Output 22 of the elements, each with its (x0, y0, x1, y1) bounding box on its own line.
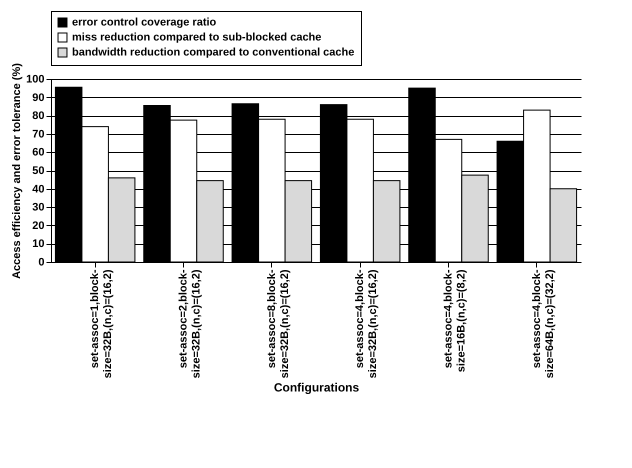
x-tick-label: set-assoc=4,block-size=16B,(n,c)=(8,2) (442, 269, 468, 372)
y-tick-label: 40 (32, 183, 44, 196)
x-tick-label: set-assoc=4,block-size=32B,(n,c)=(16,2) (354, 269, 380, 378)
y-axis-title: Access efficiency and error tolerance (%) (11, 62, 24, 279)
legend-label: miss reduction compared to sub-blocked cache (72, 32, 322, 44)
y-tick-label: 50 (32, 165, 44, 177)
x-tick-label: set-assoc=4,block-size=64B,(n,c)=(32,2) (530, 269, 556, 378)
y-tick-label: 30 (32, 202, 44, 214)
y-tick-label: 20 (32, 220, 44, 232)
y-tick-label: 10 (32, 238, 44, 250)
legend-label: error control coverage ratio (72, 16, 217, 28)
y-tick-label: 60 (32, 146, 44, 159)
x-axis-title: Configurations (274, 380, 360, 394)
y-tick-label: 100 (26, 74, 44, 86)
x-tick-label: set-assoc=1,block-size=32B,(n,c)=(16,2) (89, 269, 114, 378)
legend-label: bandwidth reduction compared to conventional cache (72, 46, 354, 58)
x-tick-label: set-assoc=2,block-size=32B,(n,c)=(16,2) (178, 269, 202, 378)
x-tick-label: set-assoc=8,block-size=32B,(n,c)=(16,2) (266, 269, 291, 378)
y-tick-label: 80 (32, 110, 44, 122)
y-tick-label: 90 (32, 92, 44, 104)
y-tick-label: 70 (32, 128, 44, 140)
y-tick-label: 0 (38, 256, 44, 268)
